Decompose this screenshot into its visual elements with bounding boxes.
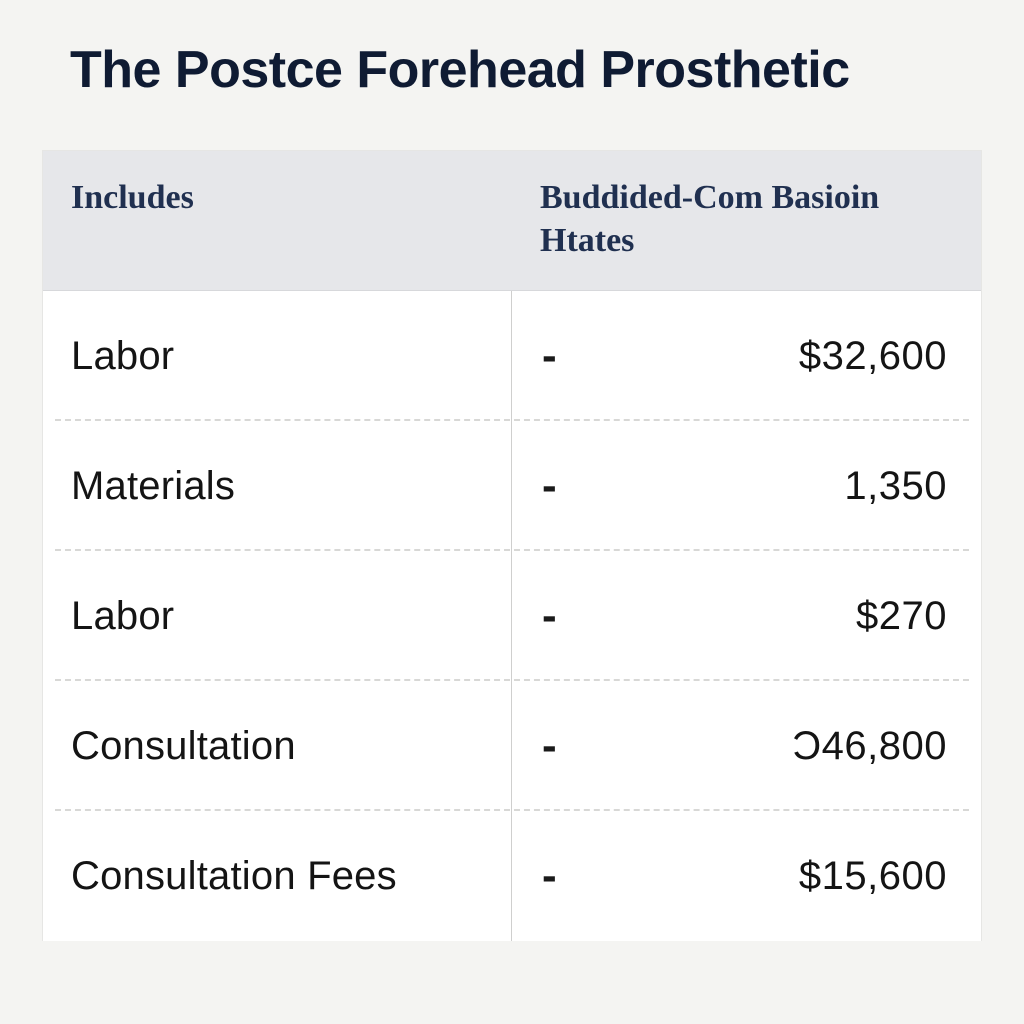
table-row: Materials - 1,350: [43, 421, 981, 551]
dash-icon: -: [512, 721, 612, 771]
table-row: Labor - $270: [43, 551, 981, 681]
dash-icon: -: [512, 331, 612, 381]
pricing-table: Includes Buddided-Com Basioin Htates Lab…: [42, 150, 982, 941]
row-value: $15,600: [612, 854, 981, 899]
column-header-includes: Includes: [43, 151, 512, 290]
row-label: Consultation Fees: [43, 811, 512, 941]
row-label: Labor: [43, 551, 512, 681]
row-label: Consultation: [43, 681, 512, 811]
row-value-cell: - $270: [512, 551, 981, 681]
table-header-row: Includes Buddided-Com Basioin Htates: [43, 151, 981, 291]
dash-icon: -: [512, 591, 612, 641]
row-label: Materials: [43, 421, 512, 551]
row-value-cell: - Ɔ46,800: [512, 681, 981, 811]
table-row: Consultation - Ɔ46,800: [43, 681, 981, 811]
table-body: Labor - $32,600 Materials - 1,350 Labor …: [43, 291, 981, 941]
row-value-cell: - $32,600: [512, 291, 981, 421]
table-row: Consultation Fees - $15,600: [43, 811, 981, 941]
row-value: $32,600: [612, 334, 981, 379]
page-title: The Postce Forehead Prosthetic: [70, 40, 984, 100]
row-value: 1,350: [612, 464, 981, 509]
column-header-rates: Buddided-Com Basioin Htates: [512, 151, 981, 290]
dash-icon: -: [512, 461, 612, 511]
row-value-cell: - $15,600: [512, 811, 981, 941]
dash-icon: -: [512, 851, 612, 901]
table-row: Labor - $32,600: [43, 291, 981, 421]
row-label: Labor: [43, 291, 512, 421]
row-value: $270: [612, 594, 981, 639]
row-value: Ɔ46,800: [612, 724, 981, 769]
row-value-cell: - 1,350: [512, 421, 981, 551]
